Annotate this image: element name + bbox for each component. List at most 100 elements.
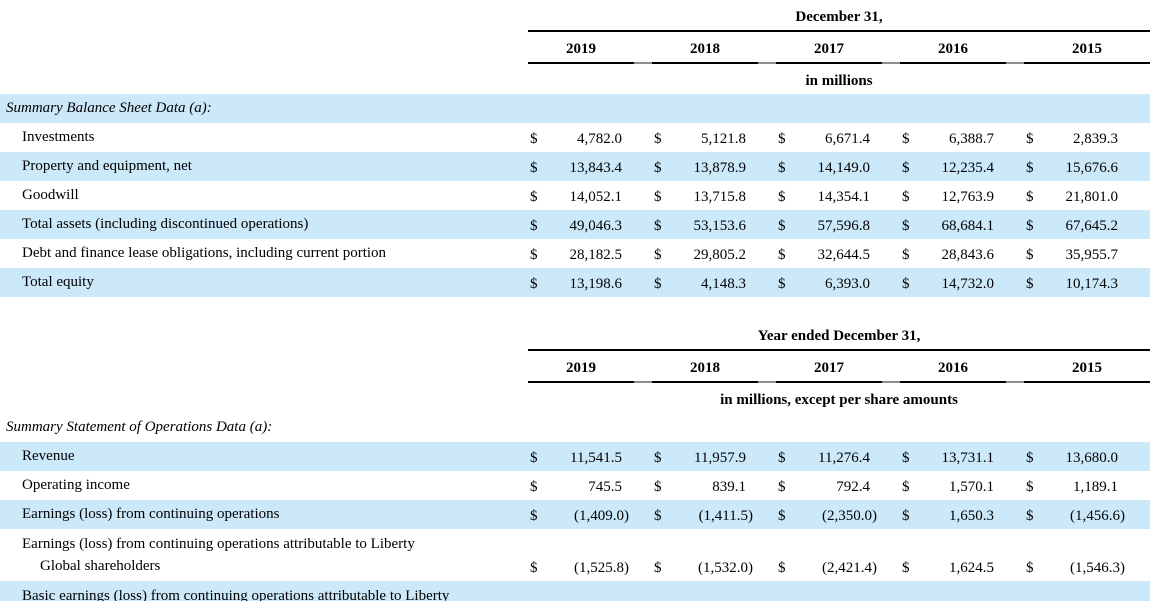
cell-value: 35,955.7 <box>1065 247 1119 263</box>
balance-sheet-table: December 31, 2019 2018 2017 2016 2015 in… <box>0 0 1150 297</box>
dollar-sign: $ <box>778 450 786 466</box>
row-label: Earnings (loss) from continuing operatio… <box>0 529 528 581</box>
column-spacer <box>634 471 652 500</box>
cell-value: 57,596.8 <box>817 218 871 234</box>
dollar-sign: $ <box>654 479 662 495</box>
row-label: Earnings (loss) from continuing operatio… <box>0 500 528 529</box>
dollar-sign: $ <box>1026 218 1034 234</box>
year-column-header: 2016 <box>900 31 1006 64</box>
dollar-sign <box>1024 413 1046 442</box>
row-label-line: Debt and finance lease obligations, incl… <box>22 245 387 261</box>
cell-value: 11,957.9 <box>694 450 746 466</box>
column-spacer <box>1006 31 1024 64</box>
column-spacer <box>882 268 900 297</box>
year-column-header: 2015 <box>1024 350 1150 383</box>
year-column-header: 2018 <box>652 350 758 383</box>
dollar-sign: $ <box>530 160 538 176</box>
dollar-sign <box>900 94 922 123</box>
row-label-line: Property and equipment, net <box>22 158 192 174</box>
row-label: Debt and finance lease obligations, incl… <box>0 239 528 268</box>
table-row: Revenue $11,541.5 $11,957.9 $11,276.4 $13,73… <box>0 442 1150 471</box>
dollar-sign: $ <box>1026 189 1034 205</box>
column-spacer <box>758 581 776 601</box>
dollar-sign <box>652 413 674 442</box>
dollar-sign: $ <box>902 189 910 205</box>
row-label-line: Global shareholders <box>40 558 161 574</box>
column-spacer <box>634 94 652 123</box>
row-label-line: Basic earnings (loss) from continuing op… <box>22 588 450 601</box>
column-spacer <box>758 500 776 529</box>
column-spacer <box>758 210 776 239</box>
column-spacer <box>1006 239 1024 268</box>
column-spacer <box>1130 123 1150 152</box>
cell-value: 53,153.6 <box>693 218 747 234</box>
column-spacer <box>758 350 776 383</box>
dollar-sign: $ <box>902 508 910 524</box>
year-column-header: 2016 <box>900 350 1006 383</box>
column-spacer <box>1006 268 1024 297</box>
cell-value <box>798 94 882 123</box>
column-spacer <box>758 31 776 64</box>
cell-value: 15,676.6 <box>1065 160 1119 176</box>
dollar-sign: $ <box>1026 247 1034 263</box>
dollar-sign: $ <box>778 189 786 205</box>
column-spacer <box>882 123 900 152</box>
dollar-sign: $ <box>530 276 538 292</box>
table-row: Basic earnings (loss) from continuing op… <box>0 581 1150 601</box>
dollar-sign: $ <box>778 479 786 495</box>
row-label: Property and equipment, net <box>0 152 528 181</box>
cell-value: 4,782.0 <box>577 131 622 147</box>
column-spacer <box>634 152 652 181</box>
column-spacer <box>882 413 900 442</box>
cell-value: 13,878.9 <box>693 160 747 176</box>
row-label-line: Investments <box>22 129 95 145</box>
cell-value: (1,546.3) <box>1070 560 1125 576</box>
column-spacer <box>1130 181 1150 210</box>
cell-value: 13,715.8 <box>693 189 747 205</box>
dollar-sign <box>776 413 798 442</box>
cell-value: 792.4 <box>836 479 870 495</box>
period-header: December 31, <box>528 0 1150 32</box>
column-spacer <box>634 350 652 383</box>
dollar-sign <box>528 94 550 123</box>
row-label-line: Total assets (including discontinued ope… <box>22 216 309 232</box>
cell-value: 13,680.0 <box>1065 450 1119 466</box>
dollar-sign: $ <box>1026 560 1034 576</box>
header-spacer <box>0 350 528 382</box>
column-spacer <box>882 442 900 471</box>
dollar-sign <box>776 581 798 601</box>
row-label-line: Total equity <box>22 274 94 290</box>
row-label-line: Goodwill <box>22 187 79 203</box>
cell-value: 11,541.5 <box>570 450 622 466</box>
column-spacer <box>1006 181 1024 210</box>
row-label: Summary Balance Sheet Data (a): <box>0 94 528 123</box>
cell-value: 6,393.0 <box>825 276 870 292</box>
column-spacer <box>634 442 652 471</box>
dollar-sign: $ <box>654 247 662 263</box>
column-spacer <box>1006 471 1024 500</box>
cell-value: 32,644.5 <box>817 247 871 263</box>
row-label: Revenue <box>0 442 528 471</box>
table-row: Investments $4,782.0 $5,121.8 $6,671.4 $6,38… <box>0 123 1150 152</box>
cell-value <box>550 413 634 442</box>
dollar-sign: $ <box>654 450 662 466</box>
dollar-sign: $ <box>1026 160 1034 176</box>
operations-table: Year ended December 31, 2019 2018 2017 2… <box>0 319 1150 601</box>
dollar-sign: $ <box>530 450 538 466</box>
cell-value: 6,671.4 <box>825 131 870 147</box>
header-spacer <box>0 63 528 94</box>
column-spacer <box>758 152 776 181</box>
cell-value <box>674 581 758 601</box>
column-spacer <box>1006 581 1024 601</box>
dollar-sign <box>528 581 550 601</box>
table-row: Goodwill $14,052.1 $13,715.8 $14,354.1 $12,7… <box>0 181 1150 210</box>
column-spacer <box>882 350 900 383</box>
cell-value: 13,198.6 <box>569 276 623 292</box>
column-spacer <box>634 500 652 529</box>
row-label-line: Operating income <box>22 477 130 493</box>
cell-value <box>1046 94 1130 123</box>
cell-value <box>550 94 634 123</box>
column-spacer <box>1006 123 1024 152</box>
column-spacer <box>1130 529 1150 581</box>
column-spacer <box>1130 442 1150 471</box>
